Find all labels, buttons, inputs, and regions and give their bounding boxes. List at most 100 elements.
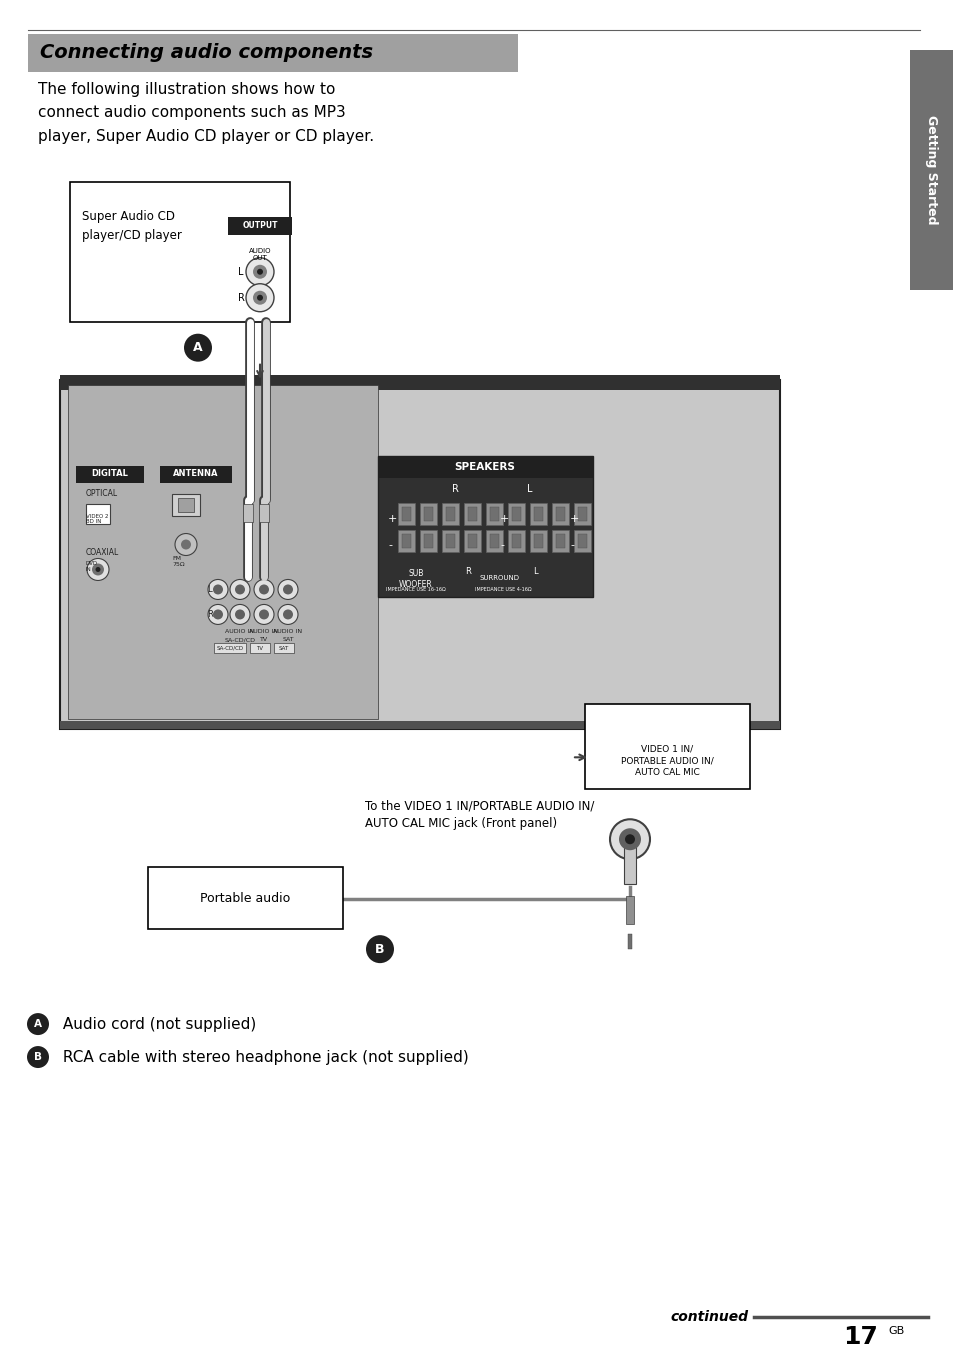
Circle shape: [213, 584, 223, 595]
Text: RCA cable with stereo headphone jack (not supplied): RCA cable with stereo headphone jack (no…: [58, 1049, 468, 1064]
Circle shape: [91, 564, 104, 576]
Bar: [446, 534, 455, 548]
Text: A: A: [34, 1019, 42, 1029]
Bar: [419, 503, 436, 525]
Circle shape: [234, 584, 245, 595]
Text: To the VIDEO 1 IN/PORTABLE AUDIO IN/
AUTO CAL MIC jack (Front panel): To the VIDEO 1 IN/PORTABLE AUDIO IN/ AUT…: [365, 799, 594, 830]
Bar: [423, 507, 433, 521]
Text: L: L: [237, 266, 243, 277]
Bar: [401, 534, 411, 548]
Bar: [584, 704, 749, 790]
Bar: [397, 530, 415, 552]
Bar: [485, 530, 502, 552]
Text: GB: GB: [887, 1326, 903, 1336]
Text: L: L: [527, 484, 532, 493]
Text: -: -: [499, 541, 503, 550]
Text: Connecting audio components: Connecting audio components: [40, 43, 373, 62]
Bar: [258, 503, 269, 522]
Text: R: R: [237, 293, 245, 303]
Bar: [574, 530, 590, 552]
Text: SA-CD/CD: SA-CD/CD: [216, 646, 243, 650]
Bar: [172, 493, 200, 515]
Text: Portable audio: Portable audio: [200, 892, 290, 904]
Bar: [28, 34, 517, 72]
Bar: [574, 503, 590, 525]
Text: IMPEDANCE USE 4-16Ω: IMPEDANCE USE 4-16Ω: [475, 588, 531, 592]
Bar: [441, 503, 458, 525]
Circle shape: [27, 1046, 49, 1068]
Bar: [76, 465, 144, 483]
Text: SAT: SAT: [282, 637, 294, 642]
Bar: [86, 503, 110, 523]
Text: ANTENNA: ANTENNA: [173, 469, 218, 479]
Circle shape: [87, 558, 109, 580]
Text: IMPEDANCE USE 16-16Ω: IMPEDANCE USE 16-16Ω: [386, 588, 445, 592]
Text: VIDEO 1 IN/
PORTABLE AUDIO IN/
AUTO CAL MIC: VIDEO 1 IN/ PORTABLE AUDIO IN/ AUTO CAL …: [620, 745, 713, 777]
Text: TV: TV: [256, 646, 263, 650]
Bar: [909, 50, 953, 289]
Circle shape: [258, 610, 269, 619]
Bar: [243, 503, 253, 522]
Bar: [250, 644, 270, 653]
Text: +: +: [499, 514, 509, 523]
Text: OUTPUT: OUTPUT: [242, 222, 277, 230]
Text: SPEAKERS: SPEAKERS: [454, 461, 515, 472]
Text: DIGITAL: DIGITAL: [91, 469, 129, 479]
Bar: [530, 503, 546, 525]
Text: SA-CD/CD: SA-CD/CD: [224, 637, 255, 642]
Text: SUB
WOOFER: SUB WOOFER: [398, 569, 433, 589]
Circle shape: [258, 584, 269, 595]
Circle shape: [234, 610, 245, 619]
Circle shape: [246, 258, 274, 285]
Circle shape: [208, 580, 228, 599]
Bar: [485, 503, 502, 525]
Text: R: R: [207, 610, 213, 619]
Text: A: A: [193, 341, 203, 354]
Text: R: R: [451, 484, 458, 493]
Text: R: R: [464, 568, 471, 576]
Circle shape: [95, 566, 100, 572]
Circle shape: [609, 819, 649, 860]
Text: DVD
IN: DVD IN: [86, 561, 98, 572]
Bar: [178, 498, 193, 511]
Text: Getting Started: Getting Started: [924, 115, 938, 224]
Text: FM
75Ω: FM 75Ω: [172, 557, 185, 568]
Text: B: B: [34, 1052, 42, 1063]
Text: AUDIO
OUT: AUDIO OUT: [249, 247, 271, 261]
Bar: [534, 534, 542, 548]
Bar: [556, 534, 564, 548]
Bar: [512, 534, 520, 548]
Text: COAXIAL: COAXIAL: [86, 548, 119, 557]
Bar: [160, 465, 232, 483]
Circle shape: [181, 539, 191, 549]
Text: OPTICAL: OPTICAL: [86, 488, 118, 498]
Text: VIDEO 2
BD IN: VIDEO 2 BD IN: [86, 514, 109, 525]
Text: continued: continued: [669, 1310, 747, 1324]
Bar: [623, 840, 636, 884]
Circle shape: [213, 610, 223, 619]
Bar: [70, 181, 290, 322]
Text: B: B: [375, 942, 384, 956]
Circle shape: [174, 534, 196, 556]
Bar: [625, 896, 634, 925]
Text: The following illustration shows how to
connect audio components such as MP3
pla: The following illustration shows how to …: [38, 82, 374, 143]
Bar: [490, 534, 498, 548]
Bar: [552, 530, 568, 552]
Circle shape: [256, 295, 263, 300]
Bar: [463, 503, 480, 525]
Text: AUDIO IN: AUDIO IN: [225, 630, 254, 634]
Text: TV: TV: [259, 637, 268, 642]
Bar: [419, 530, 436, 552]
Text: +: +: [388, 514, 397, 523]
Bar: [60, 380, 780, 729]
Circle shape: [27, 1013, 49, 1036]
Text: -: -: [388, 541, 392, 550]
Bar: [397, 503, 415, 525]
Circle shape: [283, 584, 293, 595]
Circle shape: [253, 291, 267, 304]
Circle shape: [256, 269, 263, 274]
Bar: [512, 507, 520, 521]
Bar: [377, 456, 593, 598]
Text: SURROUND: SURROUND: [479, 576, 519, 581]
Bar: [578, 507, 586, 521]
